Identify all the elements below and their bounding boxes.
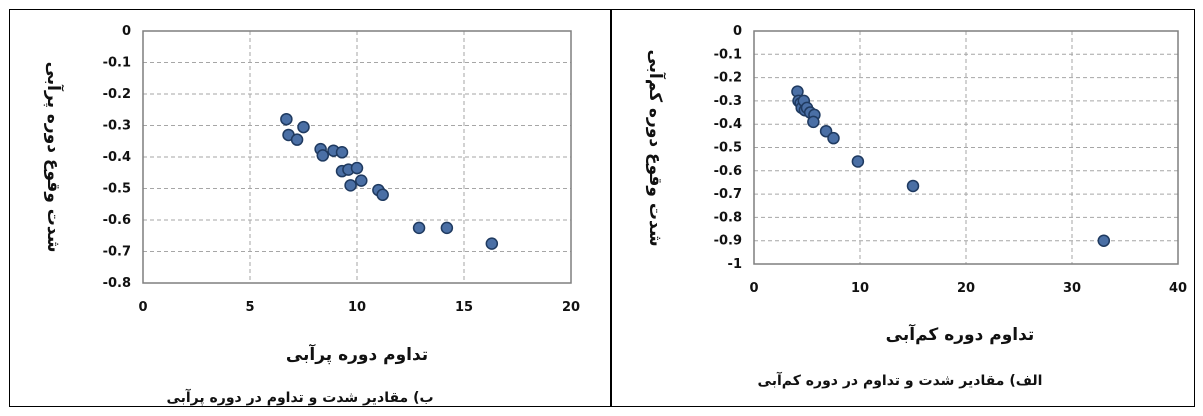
panel-divider [610,9,612,407]
x-tick-label: 5 [245,300,254,315]
data-point [906,179,920,193]
chart-caption: ب) مقادیر شدت و تداوم در دوره پرآبی [166,388,433,406]
data-point [807,115,820,129]
y-tick-label: -0.4 [714,117,742,132]
y-axis-title: شدت وقوع دوره پرآبی [43,62,65,253]
x-tick-label: 10 [851,281,869,296]
data-point [1097,234,1111,247]
y-tick-label: 0 [733,24,742,39]
data-point [335,146,349,159]
y-tick-label: -0.9 [714,234,742,249]
y-tick-label: -0.1 [714,47,742,62]
plot-area [753,30,1179,265]
y-tick-label: -0.6 [714,164,742,179]
y-tick-label: -0.7 [103,245,131,260]
x-axis-title: تداوم دوره کم‌آبی [886,323,1035,345]
x-tick-label: 40 [1169,281,1187,296]
data-point [485,237,499,250]
x-tick-label: 0 [138,300,147,315]
y-tick-label: -0.7 [714,187,742,202]
data-point [440,221,454,235]
y-tick-label: -0.6 [103,213,131,228]
x-tick-label: 20 [957,281,975,296]
data-point [290,133,304,146]
data-point [827,131,840,145]
y-axis-title: شدت وقوع دوره کم‌آبی [645,49,667,246]
y-tick-label: -0.8 [103,276,131,291]
data-point [350,161,364,175]
data-point [297,120,310,134]
y-tick-label: -0.5 [714,141,742,156]
x-tick-label: 30 [1063,281,1081,296]
data-point [376,188,389,202]
plot-area [142,30,572,284]
chart-caption: الف) مقادیر شدت و تداوم در دوره کم‌آبی [758,371,1043,389]
data-point [355,174,368,187]
data-point [412,221,426,235]
data-point [280,112,293,126]
data-point [316,149,330,162]
x-tick-label: 15 [455,300,473,315]
y-tick-label: -0.3 [714,94,742,109]
data-point [819,124,833,138]
figure-frame [9,9,1195,407]
y-tick-label: -0.3 [103,119,131,134]
y-tick-label: -1 [728,257,742,272]
y-tick-label: -0.8 [714,210,742,225]
chart-a: 0 -0.1 -0.2 -0.3 -0.4 -0.5 -0.6 -0.7 -0.8 -0.9 -1 0… [645,24,1187,389]
x-axis-title: تداوم دوره پرآبی [286,343,428,365]
y-tick-label: 0 [122,24,131,39]
y-tick-label: -0.2 [714,71,742,86]
chart-b: 0 -0.1 -0.2 -0.3 -0.4 -0.5 -0.6 -0.7 -0.8 0 5 10 15 2… [43,24,580,406]
y-tick-label: -0.5 [103,182,131,197]
x-tick-label: 0 [749,281,758,296]
y-tick-label: -0.4 [103,150,131,165]
data-point [344,179,357,192]
data-point [851,155,865,168]
y-tick-label: -0.1 [103,56,131,71]
x-tick-label: 10 [348,300,366,315]
x-tick-label: 20 [562,300,580,315]
y-tick-label: -0.2 [103,87,131,102]
